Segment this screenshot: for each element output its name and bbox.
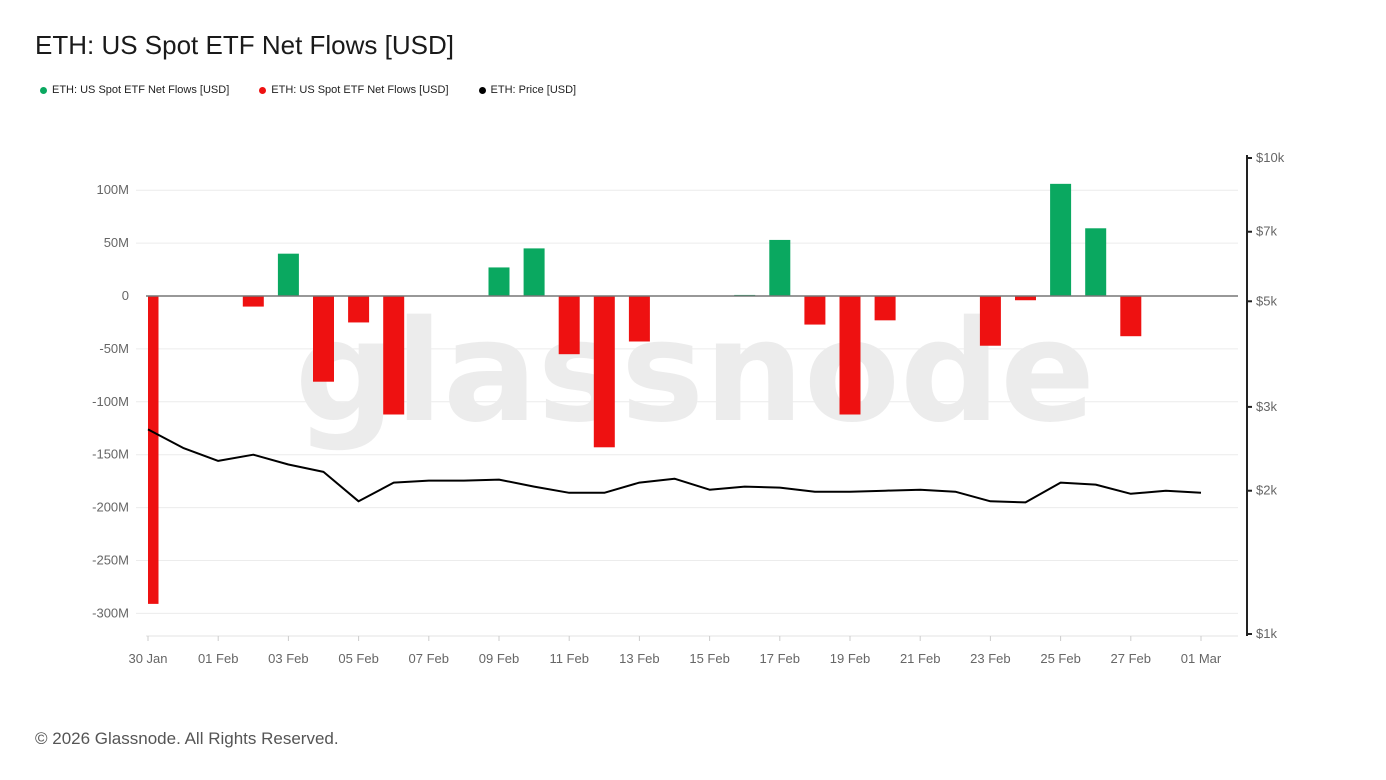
x-tick-label: 03 Feb (268, 651, 308, 666)
y-left-tick-label: -200M (92, 500, 129, 515)
y-left-tick-label: -250M (92, 553, 129, 568)
x-tick-label: 01 Mar (1181, 651, 1222, 666)
y-left-tick-label: -150M (92, 447, 129, 462)
price-line (147, 428, 1202, 504)
bar-outflow (1015, 296, 1036, 301)
legend-dot-outflow (259, 86, 267, 94)
legend-label-price: ETH: Price [USD] (490, 84, 577, 96)
x-tick-label: 21 Feb (900, 651, 940, 666)
y-left-tick-label: 50M (104, 235, 129, 250)
bar-inflow (1085, 228, 1107, 296)
y-right-tick-label: $5k (1256, 293, 1277, 308)
bar-outflow (242, 296, 264, 307)
bar-inflow (488, 267, 510, 296)
price-group (147, 428, 1202, 504)
x-tick-label: 27 Feb (1111, 651, 1151, 666)
bar-outflow (558, 296, 580, 355)
y-right-tick-label: $7k (1256, 224, 1277, 239)
bar-outflow (383, 296, 405, 415)
x-tick-label: 25 Feb (1040, 651, 1080, 666)
bar-inflow (769, 239, 791, 296)
bar-outflow (148, 296, 159, 604)
copyright-footer: © 2026 Glassnode. All Rights Reserved. (35, 729, 339, 748)
y-right-tick-label: $10k (1256, 150, 1285, 165)
bar-outflow (628, 296, 650, 342)
y-left-tick-label: -300M (92, 605, 129, 620)
x-tick-label: 23 Feb (970, 651, 1010, 666)
bar-outflow (874, 296, 896, 321)
x-tick-label: 05 Feb (338, 651, 378, 666)
grid-lines (136, 189, 1238, 614)
legend-item-price[interactable]: ETH: Price [USD] (478, 84, 577, 96)
legend-dot-inflow (40, 86, 47, 94)
bars-group (148, 183, 1142, 604)
y-right-tick-label: $2k (1256, 483, 1277, 498)
bar-outflow (313, 296, 334, 382)
x-tick-label: 17 Feb (760, 651, 800, 666)
y-right-tick-label: $1k (1256, 626, 1277, 641)
x-tick-label: 07 Feb (409, 651, 449, 666)
legend-label-inflow: ETH: US Spot ETF Net Flows [USD] (52, 84, 230, 96)
x-tick-label: 09 Feb (479, 651, 519, 666)
x-tick-label: 30 Jan (128, 651, 167, 666)
watermark: glassnode (295, 291, 1095, 454)
legend-label-outflow: ETH: US Spot ETF Net Flows [USD] (271, 84, 449, 96)
bar-outflow (593, 296, 615, 448)
legend-item-inflow[interactable]: ETH: US Spot ETF Net Flows [USD] (40, 84, 229, 96)
y-left-tick-label: -100M (92, 394, 129, 409)
y-left-tick-label: -50M (99, 341, 129, 356)
tick-labels: 100M 50M 0 -50M -100M -150M -200M -250M -300M $10… (92, 150, 1285, 666)
legend-item-outflow[interactable]: ETH: US Spot ETF Net Flows [USD] (259, 84, 449, 96)
bar-outflow (839, 296, 861, 415)
chart-title: ETH: US Spot ETF Net Flows [USD] (35, 30, 454, 60)
y-right-tick-label: $3k (1256, 399, 1277, 414)
bar-inflow (277, 253, 299, 296)
bar-outflow (1120, 296, 1142, 337)
x-tick-label: 15 Feb (689, 651, 729, 666)
bar-outflow (804, 296, 826, 325)
x-tick-label: 11 Feb (549, 651, 589, 666)
x-tick-label: 19 Feb (830, 651, 870, 666)
x-tick-label: 01 Feb (198, 651, 238, 666)
bar-inflow (523, 248, 545, 296)
bar-inflow (1050, 183, 1072, 296)
y-left-tick-label: 100M (96, 182, 129, 197)
axes-group (146, 155, 1252, 641)
y-left-tick-label: 0 (122, 288, 129, 303)
legend-dot-price (478, 86, 486, 94)
bar-outflow (348, 296, 370, 323)
chart-plot: glassnode 100M 50M 0 -50M -100M -150M -200M -25… (92, 150, 1285, 666)
bar-outflow (979, 296, 1001, 346)
legend: ETH: US Spot ETF Net Flows [USD] ETH: US… (40, 84, 576, 96)
x-tick-label: 13 Feb (619, 651, 659, 666)
